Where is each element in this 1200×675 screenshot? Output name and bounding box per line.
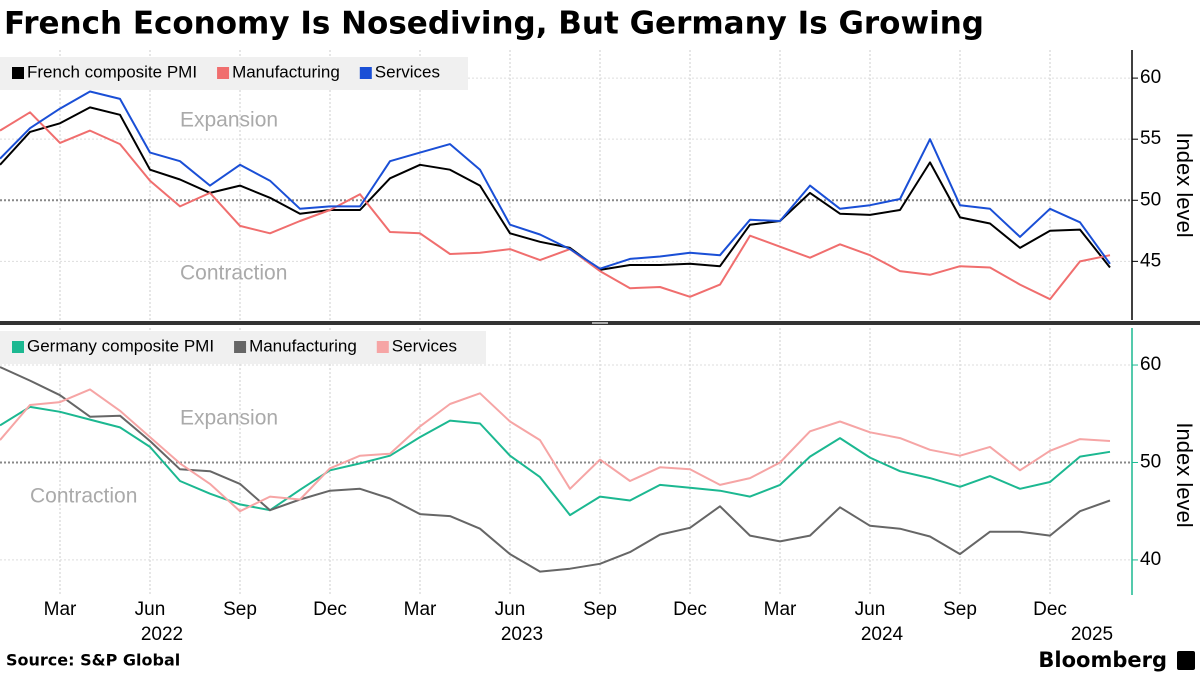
x-tick-label: Dec [673, 599, 707, 620]
x-tick-label: Sep [583, 599, 617, 620]
y-tick-label: 55 [1140, 128, 1161, 149]
y-tick-label: 45 [1140, 250, 1161, 271]
x-tick-label: Mar [404, 599, 437, 620]
series-line [0, 90, 1111, 270]
legend-label: Services [392, 336, 457, 355]
legend-swatch [359, 67, 372, 79]
legend-swatch [376, 341, 389, 353]
legend-swatch [217, 67, 230, 79]
x-tick-label: Mar [44, 599, 77, 620]
y-tick-label: 50 [1140, 451, 1161, 472]
x-year-label: 2023 [501, 624, 543, 645]
x-tick-label: Jun [495, 599, 526, 620]
y-tick-label: 50 [1140, 189, 1161, 210]
x-tick-label: Jun [135, 599, 166, 620]
x-year-label: 2025 [1071, 624, 1113, 645]
separator-handle [592, 322, 608, 324]
brand: Bloomberg [1038, 648, 1167, 672]
y-axis-label: Index level [1172, 132, 1197, 237]
series-line [0, 106, 1111, 271]
source: Source: S&P Global [6, 651, 180, 670]
legend-swatch [12, 341, 24, 353]
annotation: Contraction [30, 485, 137, 508]
y-tick-label: 60 [1140, 67, 1161, 88]
y-axis-label: Index level [1172, 422, 1197, 527]
x-tick-label: Mar [764, 599, 797, 620]
y-tick-label: 40 [1140, 549, 1161, 570]
series-line [0, 111, 1111, 301]
legend-label: Manufacturing [249, 336, 357, 355]
legend-box [0, 57, 468, 90]
series-line [0, 388, 1111, 513]
annotation: Contraction [180, 262, 287, 285]
legend-swatch [234, 341, 247, 353]
x-tick-label: Dec [1033, 599, 1067, 620]
x-tick-label: Dec [313, 599, 347, 620]
annotation: Expansion [180, 109, 278, 132]
brand-icon [1177, 651, 1195, 670]
x-tick-label: Sep [943, 599, 977, 620]
y-tick-label: 60 [1140, 354, 1161, 375]
series-line [0, 366, 1111, 573]
legend-swatch [12, 67, 24, 79]
legend-label: Germany composite PMI [27, 336, 214, 355]
chart-title: French Economy Is Nosediving, But German… [4, 6, 984, 42]
legend-label: Services [375, 62, 440, 81]
x-year-label: 2022 [141, 624, 183, 645]
x-year-label: 2024 [861, 624, 904, 645]
annotation: Expansion [180, 407, 278, 430]
x-tick-label: Jun [855, 599, 886, 620]
series-line [0, 405, 1111, 517]
x-tick-label: Sep [223, 599, 257, 620]
legend-label: French composite PMI [27, 62, 197, 81]
legend-label: Manufacturing [232, 62, 340, 81]
